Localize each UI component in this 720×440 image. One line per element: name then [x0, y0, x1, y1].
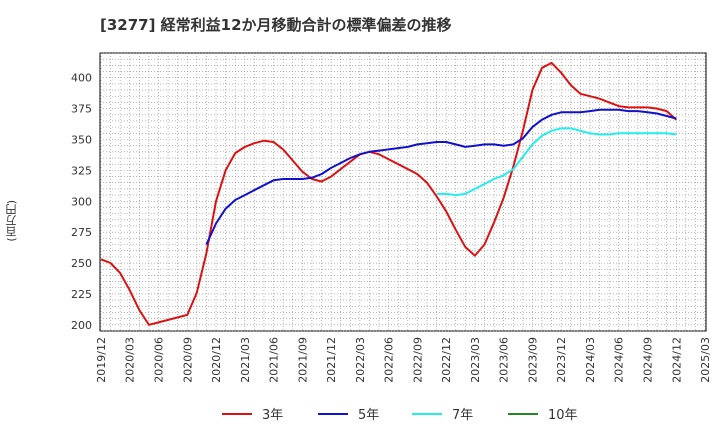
legend: 3年 5年 7年 10年 — [222, 408, 578, 423]
x-tick-label: 2024/03 — [584, 337, 597, 383]
x-tick-label: 2025/03 — [699, 337, 712, 383]
x-tick-label: 2020/03 — [124, 337, 137, 383]
x-tick-label: 2022/03 — [354, 337, 367, 383]
x-tick-label: 2022/12 — [440, 337, 453, 383]
y-tick-label: 375 — [71, 103, 92, 116]
grid-lines — [100, 52, 706, 332]
x-tick-label: 2019/12 — [95, 337, 108, 383]
x-tick-label: 2023/03 — [469, 337, 482, 383]
x-tick-label: 2021/12 — [325, 337, 338, 383]
y-tick-label: 300 — [71, 195, 92, 208]
series-line-3年 — [100, 61, 677, 326]
x-tick-label: 2020/06 — [152, 337, 165, 383]
x-tick-label: 2024/09 — [642, 337, 655, 383]
x-tick-label: 2021/06 — [268, 337, 281, 383]
x-tick-label: 2024/12 — [670, 337, 683, 383]
y-tick-label: 275 — [71, 226, 92, 239]
plot-area — [99, 52, 707, 332]
y-tick-label: 250 — [71, 257, 92, 270]
x-tick-label: 2023/12 — [555, 337, 568, 383]
x-tick-label: 2022/09 — [411, 337, 424, 383]
chart-title: [3277] 経常利益12か月移動合計の標準偏差の推移 — [100, 16, 452, 34]
x-tick-label: 2024/06 — [613, 337, 626, 383]
x-tick-label: 2022/06 — [383, 337, 396, 383]
y-tick-label: 400 — [71, 72, 92, 85]
x-tick-label: 2021/09 — [296, 337, 309, 383]
x-tick-label: 2021/03 — [239, 337, 252, 383]
y-tick-label: 225 — [71, 288, 92, 301]
x-tick-label: 2023/06 — [498, 337, 511, 383]
series-line-5年 — [205, 108, 677, 245]
y-axis-ticks: 200 225 250 275 300 325 350 375 400 — [71, 72, 92, 332]
x-tick-label: 2020/12 — [210, 337, 223, 383]
legend-label: 3年 — [262, 408, 283, 423]
y-tick-label: 350 — [71, 133, 92, 146]
x-axis-ticks: 2019/12 2020/03 2020/06 2020/09 2020/12 2021/… — [95, 337, 712, 383]
series-lines — [100, 61, 677, 326]
legend-label: 10年 — [548, 408, 578, 423]
x-tick-label: 2023/09 — [526, 337, 539, 383]
legend-label: 5年 — [358, 408, 379, 423]
series-line-7年 — [436, 127, 677, 197]
x-tick-label: 2020/09 — [181, 337, 194, 383]
y-tick-label: 200 — [71, 319, 92, 332]
legend-label: 7年 — [452, 408, 473, 423]
y-tick-label: 325 — [71, 164, 92, 177]
